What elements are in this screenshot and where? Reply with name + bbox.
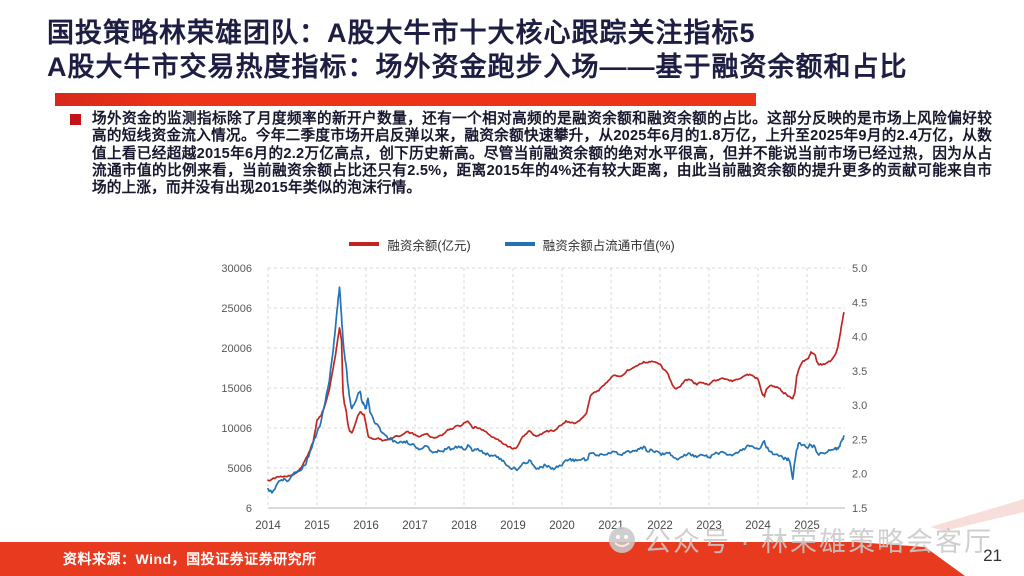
left-axis-tick: 10006 xyxy=(221,423,252,435)
right-axis-tick: 1.5 xyxy=(852,503,867,515)
left-axis-tick: 25006 xyxy=(221,303,252,315)
right-axis-tick: 2.0 xyxy=(852,469,867,481)
right-axis-tick: 3.5 xyxy=(852,366,867,378)
legend-label-margin-balance: 融资余额(亿元) xyxy=(387,238,471,253)
right-axis-tick: 3.0 xyxy=(852,400,867,412)
margin-balance-line xyxy=(267,311,845,482)
left-axis-tick: 5006 xyxy=(228,463,252,475)
chart-legend: 融资余额(亿元) 融资余额占流通市值(%) xyxy=(0,234,1024,254)
title-underline-bar xyxy=(55,93,756,106)
left-axis-tick: 30006 xyxy=(221,263,252,275)
x-axis-tick: 2015 xyxy=(304,520,330,532)
legend-item-margin-ratio: 融资余额占流通市值(%) xyxy=(504,235,675,254)
legend-label-margin-ratio: 融资余额占流通市值(%) xyxy=(542,238,675,253)
x-axis-tick: 2016 xyxy=(353,520,379,532)
legend-item-margin-balance: 融资余额(亿元) xyxy=(349,235,471,254)
source-text: 资料来源：Wind，国投证券证券研究所 xyxy=(63,551,317,567)
right-axis-tick: 4.5 xyxy=(852,297,867,309)
slide-title: 国投策略林荣雄团队：A股大牛市十大核心跟踪关注指标5 A股大牛市交易热度指标：场… xyxy=(47,16,1007,84)
page-number: 21 xyxy=(983,546,1002,565)
title-line-2: A股大牛市交易热度指标：场外资金跑步入场——基于融资余额和占比 xyxy=(47,52,908,82)
left-axis-tick: 20006 xyxy=(221,343,252,355)
margin-ratio-line xyxy=(267,286,845,494)
right-axis-tick: 2.5 xyxy=(852,434,867,446)
chart-axis-labels: 30006 25006 20006 15006 10006 5006 6 5.0 4.5 4.0 3… xyxy=(221,263,867,532)
left-axis-tick: 6 xyxy=(246,503,252,515)
right-axis-tick: 4.0 xyxy=(852,332,867,344)
x-axis-tick: 2014 xyxy=(255,520,281,532)
x-axis-tick: 2017 xyxy=(402,520,428,532)
body-paragraph: 场外资金的监测指标除了月度频率的新开户数量，还有一个相对高频的是融资余额和融资余… xyxy=(92,111,992,197)
x-axis-tick: 2019 xyxy=(500,520,526,532)
right-axis-tick: 5.0 xyxy=(852,263,867,275)
watermark-text: 公众号 · 林荣雄策略会客厅 xyxy=(644,527,993,557)
chart-gridlines xyxy=(267,267,845,509)
body-row: 场外资金的监测指标除了月度频率的新开户数量，还有一个相对高频的是融资余额和融资余… xyxy=(70,111,992,197)
x-axis-tick: 2020 xyxy=(549,520,575,532)
wechat-logo-icon xyxy=(609,526,635,553)
watermark: 公众号 · 林荣雄策略会客厅 xyxy=(608,520,993,559)
title-line-1: 国投策略林荣雄团队：A股大牛市十大核心跟踪关注指标5 xyxy=(47,18,756,48)
x-axis-tick: 2018 xyxy=(451,520,477,532)
legend-swatch-margin-balance xyxy=(349,242,380,246)
legend-swatch-margin-ratio xyxy=(504,242,535,246)
left-axis-tick: 15006 xyxy=(221,383,252,395)
bullet-square-icon xyxy=(70,114,81,125)
